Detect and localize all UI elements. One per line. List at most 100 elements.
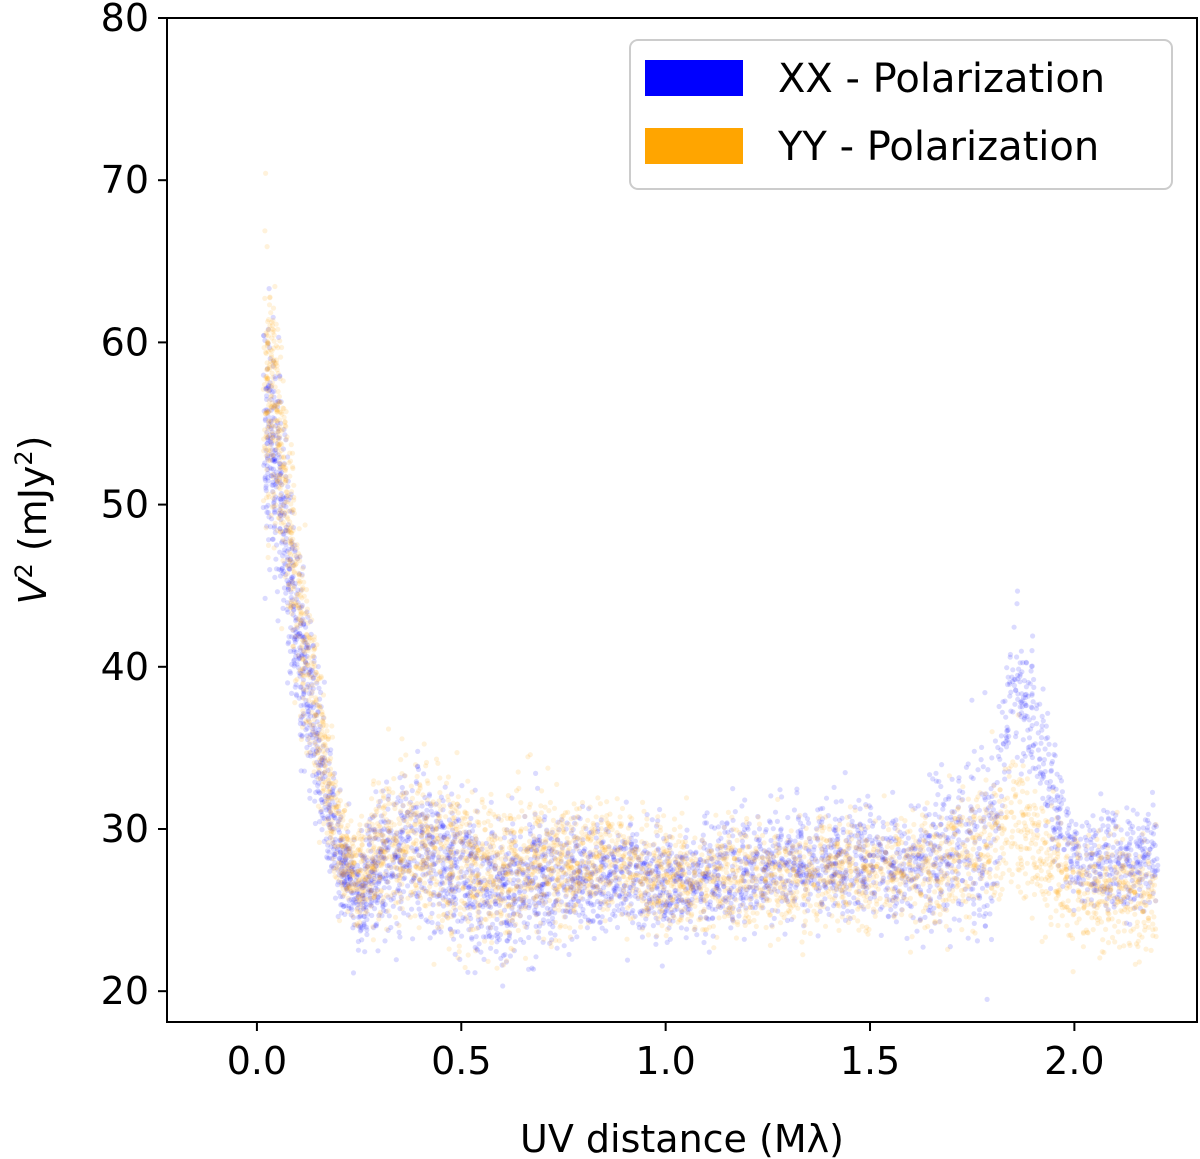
scatter-point: [452, 907, 459, 913]
scatter-point: [518, 858, 524, 864]
scatter-point: [791, 807, 798, 813]
scatter-point: [1113, 823, 1119, 829]
scatter-point: [1057, 805, 1063, 812]
scatter-point: [533, 770, 539, 777]
scatter-point: [372, 890, 378, 896]
scatter-point: [1143, 880, 1149, 887]
scatter-point: [278, 399, 284, 405]
scatter-point: [296, 630, 303, 636]
scatter-point: [707, 862, 713, 869]
scatter-point: [889, 863, 896, 869]
scatter-point: [1028, 668, 1034, 674]
scatter-point: [439, 824, 445, 830]
scatter-point: [611, 870, 617, 876]
scatter-point: [263, 483, 269, 489]
scatter-point: [285, 586, 292, 592]
scatter-point: [931, 872, 937, 878]
scatter-point: [361, 895, 367, 902]
scatter-point: [547, 930, 554, 936]
scatter-point: [1043, 736, 1049, 742]
scatter-point: [975, 767, 981, 773]
scatter-point: [383, 868, 389, 875]
scatter-point: [986, 794, 992, 800]
scatter-point: [540, 917, 547, 923]
scatter-point: [1029, 691, 1035, 697]
scatter-point: [1024, 713, 1030, 720]
scatter-point: [274, 589, 280, 595]
scatter-point: [777, 787, 783, 793]
scatter-point: [526, 966, 532, 972]
scatter-point: [476, 840, 482, 846]
scatter-point: [690, 861, 697, 867]
scatter-point: [1128, 847, 1134, 853]
scatter-point: [355, 898, 361, 905]
scatter-point: [316, 789, 322, 795]
scatter-point: [787, 864, 793, 871]
scatter-point: [450, 839, 456, 845]
scatter-point: [338, 849, 344, 856]
scatter-point: [968, 875, 974, 882]
scatter-point: [308, 703, 314, 709]
scatter-point: [546, 845, 552, 851]
scatter-point: [468, 915, 474, 922]
scatter-point: [307, 795, 313, 801]
scatter-point: [345, 881, 351, 887]
scatter-point: [326, 849, 332, 855]
scatter-point: [803, 864, 809, 870]
scatter-point: [649, 817, 655, 823]
scatter-point: [1098, 873, 1104, 880]
scatter-point: [502, 867, 508, 873]
scatter-point: [503, 919, 509, 926]
scatter-point: [723, 844, 729, 850]
scatter-point: [798, 873, 804, 880]
scatter-point: [968, 830, 974, 836]
scatter-point: [452, 888, 458, 895]
scatter-point: [1140, 831, 1146, 837]
scatter-point: [678, 925, 685, 931]
scatter-point: [784, 862, 790, 868]
scatter-point: [1014, 588, 1021, 594]
scatter-point: [461, 873, 467, 879]
scatter-point: [279, 509, 285, 516]
scatter-point: [424, 797, 430, 803]
scatter-point: [654, 884, 660, 891]
scatter-point: [659, 963, 665, 969]
scatter-point: [332, 851, 338, 858]
scatter-point: [362, 899, 368, 905]
scatter-point: [1093, 830, 1099, 836]
scatter-point: [1088, 855, 1094, 861]
scatter-point: [984, 902, 990, 909]
scatter-point: [297, 721, 303, 727]
scatter-point: [994, 858, 1000, 865]
scatter-point: [357, 880, 363, 887]
scatter-point: [740, 843, 746, 849]
scatter-point: [340, 836, 346, 842]
scatter-point: [261, 462, 267, 468]
scatter-point: [386, 793, 392, 799]
scatter-point: [417, 911, 424, 917]
scatter-point: [1034, 702, 1040, 708]
scatter-point: [740, 886, 746, 892]
scatter-point: [949, 776, 955, 782]
scatter-point: [394, 830, 400, 837]
scatter-point: [763, 849, 770, 855]
scatter-point: [740, 897, 746, 903]
scatter-point: [943, 797, 949, 803]
scatter-point: [1046, 741, 1052, 747]
scatter-point: [480, 857, 487, 863]
scatter-point: [816, 818, 822, 825]
scatter-point: [517, 834, 524, 840]
scatter-point: [522, 813, 528, 820]
scatter-point: [407, 835, 413, 842]
scatter-point: [1002, 803, 1008, 810]
scatter-point: [504, 938, 511, 944]
scatter-point: [365, 831, 371, 837]
scatter-point: [696, 859, 702, 866]
scatter-point: [343, 885, 349, 891]
scatter-point: [293, 596, 299, 602]
scatter-point: [1048, 885, 1054, 892]
scatter-point: [285, 680, 291, 686]
scatter-point: [1058, 794, 1064, 800]
scatter-point: [531, 839, 537, 846]
scatter-point: [711, 872, 718, 878]
